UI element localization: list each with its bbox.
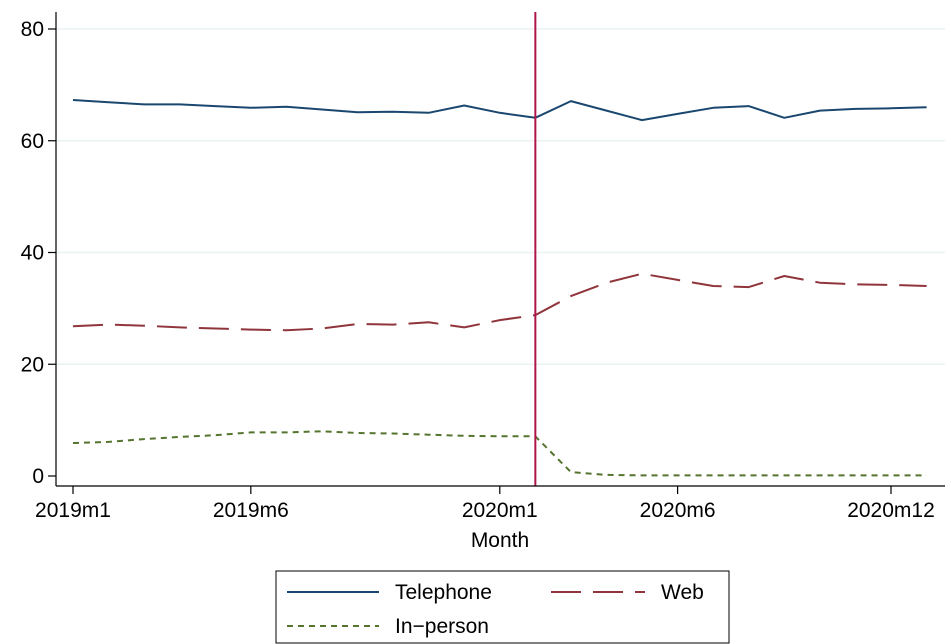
gridlines bbox=[56, 28, 945, 365]
y-tick-label-40: 40 bbox=[21, 242, 44, 265]
legend-label-1: Web bbox=[661, 581, 704, 604]
series-line-2 bbox=[72, 430, 927, 477]
x-tick-label-2020m6: 2020m6 bbox=[640, 499, 716, 522]
y-tick-label-60: 60 bbox=[21, 130, 44, 153]
legend: Telephone Web In−person bbox=[275, 570, 730, 644]
y-tick-label-20: 20 bbox=[21, 353, 44, 376]
series-line-1 bbox=[72, 272, 927, 332]
x-tick-label-2019m1: 2019m1 bbox=[35, 499, 111, 522]
x-tick-label-2020m1: 2020m1 bbox=[462, 499, 538, 522]
x-tick-label-2020m12: 2020m12 bbox=[847, 499, 935, 522]
series-line-0 bbox=[72, 99, 927, 122]
legend-label-0: Telephone bbox=[395, 581, 492, 604]
x-axis-title: Month bbox=[471, 529, 529, 552]
series-lines bbox=[72, 99, 927, 477]
legend-label-2: In−person bbox=[395, 615, 489, 638]
axes: 0 20 40 60 80 2019m1 2019m6 2020m1 2020m6 2020m12 bbox=[21, 12, 945, 522]
x-tick-label-2019m6: 2019m6 bbox=[213, 499, 289, 522]
y-tick-label-0: 0 bbox=[32, 465, 44, 488]
legend-box bbox=[275, 570, 730, 644]
y-tick-label-80: 80 bbox=[21, 18, 44, 41]
